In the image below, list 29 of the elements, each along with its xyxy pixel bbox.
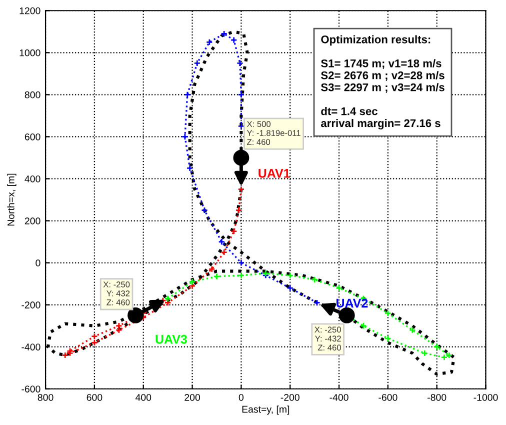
x-tick-label: 400 <box>135 394 152 401</box>
y-tick-label: 200 <box>24 218 40 224</box>
x-tick-label: 600 <box>86 394 102 401</box>
y-tick-label: -200 <box>22 302 40 308</box>
y-tick-label: 600 <box>24 133 40 140</box>
y-tick-label: -600 <box>22 386 40 392</box>
series-label: UAV2 <box>336 298 368 308</box>
y-tick-label: 0 <box>36 260 40 266</box>
x-tick-label: 0 <box>238 394 244 401</box>
y-tick-label: -400 <box>22 344 40 350</box>
x-tick-label: -800 <box>428 394 446 401</box>
y-tick-label: 1000 <box>20 49 40 56</box>
text: Optimization results: S1= 1745 m; v1=18 m/s S2= 2676 m ; v2=28 m/s S3= 2297 m ; v3=24 m/s dt= 1.4 sec arrival margin= 27.16 s <box>320 35 444 130</box>
text: UAV3 <box>156 334 187 344</box>
annotation: X: 500 Y: -1.819e-011 Z: 460 <box>246 121 300 145</box>
x-tick-label: -600 <box>378 394 398 401</box>
x-tick-label: 800 <box>38 394 54 401</box>
x-tick-label: -400 <box>330 394 348 401</box>
annotation: X: -250 Y: -432 Z: 460 <box>314 326 341 351</box>
series-label: UAV1 <box>258 169 290 178</box>
x-tick-label: -200 <box>280 394 300 401</box>
x-axis-title: East=y, [m] <box>242 406 290 415</box>
y-tick-label: 400 <box>24 175 40 182</box>
y-tick-label: 800 <box>24 91 40 98</box>
annotation: X: -250 Y: 432 Z: 460 <box>103 281 130 306</box>
x-tick-label: 200 <box>184 394 200 401</box>
x-tick-label: -1000 <box>474 394 498 401</box>
y-tick-label: 1200 <box>20 7 40 14</box>
y-axis-title: North=x, [m] <box>7 174 16 226</box>
